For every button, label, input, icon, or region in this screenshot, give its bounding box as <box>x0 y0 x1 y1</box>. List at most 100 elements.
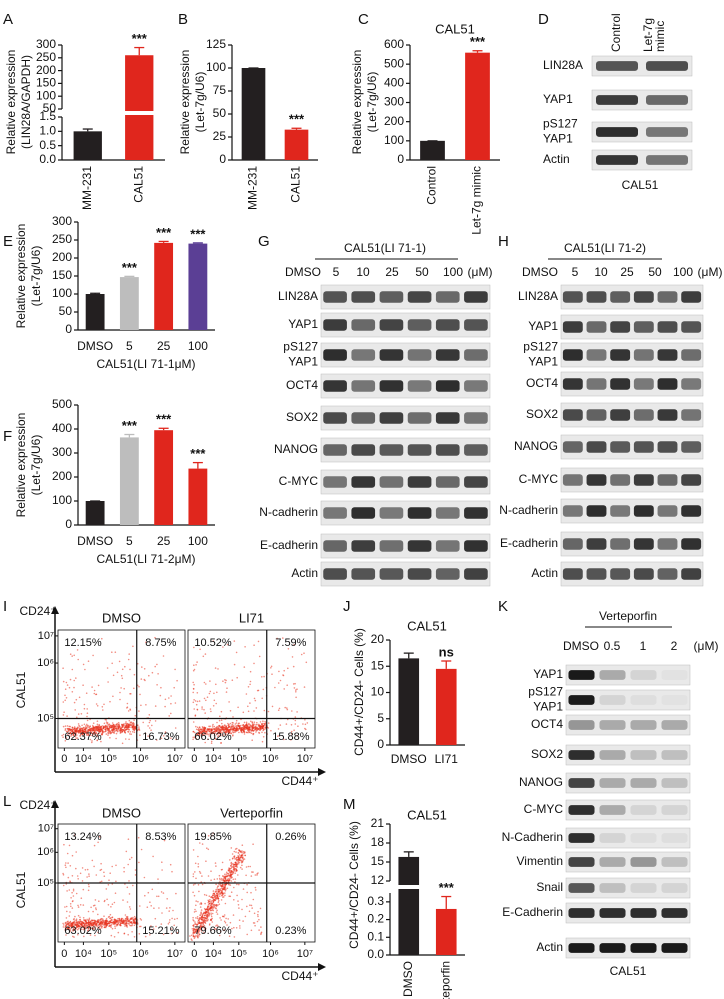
event-dot <box>176 918 178 920</box>
event-dot <box>257 914 259 916</box>
event-dot <box>79 917 81 919</box>
event-dot <box>108 723 110 725</box>
event-dot <box>118 920 120 922</box>
event-dot <box>107 734 109 736</box>
event-dot <box>104 875 106 877</box>
event-dot <box>86 876 88 878</box>
unit-label: (μM) <box>694 639 719 653</box>
event-dot <box>306 662 308 664</box>
event-dot <box>155 918 157 920</box>
event-dot <box>107 681 109 683</box>
event-dot <box>126 726 128 728</box>
row-label: YAP1 <box>543 132 573 146</box>
event-dot <box>218 726 220 728</box>
event-dot <box>64 906 66 908</box>
event-dot <box>215 865 217 867</box>
event-dot <box>86 725 88 727</box>
blot-band <box>661 805 687 815</box>
blot-band <box>630 720 656 730</box>
event-dot <box>253 733 255 735</box>
quadrant-value: 0.26% <box>275 831 306 843</box>
event-dot <box>238 863 240 865</box>
event-dot <box>113 731 115 733</box>
blot-band <box>587 441 607 452</box>
event-dot <box>75 677 77 679</box>
event-dot <box>109 727 111 729</box>
event-dot <box>128 880 130 882</box>
event-dot <box>219 917 221 919</box>
lane-label: 100 <box>443 265 463 279</box>
event-dot <box>119 692 121 694</box>
event-dot <box>79 697 81 699</box>
event-dot <box>233 887 235 889</box>
event-dot <box>222 876 224 878</box>
event-dot <box>209 895 211 897</box>
event-dot <box>279 708 281 710</box>
event-dot <box>193 721 195 723</box>
event-dot <box>205 913 207 915</box>
event-dot <box>115 923 117 925</box>
blot-band <box>563 441 583 452</box>
event-dot <box>100 922 102 924</box>
event-dot <box>77 878 79 880</box>
event-dot <box>250 892 252 894</box>
event-dot <box>225 890 227 892</box>
event-dot <box>244 732 246 734</box>
blot-footer: CAL51 <box>610 964 647 978</box>
event-dot <box>260 908 262 910</box>
blot-band <box>587 568 607 579</box>
event-dot <box>216 727 218 729</box>
event-dot <box>197 701 199 703</box>
event-dot <box>232 871 234 873</box>
event-dot <box>119 918 121 920</box>
event-dot <box>213 705 215 707</box>
event-dot <box>118 722 120 724</box>
event-dot <box>205 700 207 702</box>
event-dot <box>209 899 211 901</box>
event-dot <box>234 872 236 874</box>
event-dot <box>149 901 151 903</box>
event-dot <box>130 721 132 723</box>
event-dot <box>82 867 84 869</box>
event-dot <box>250 721 252 723</box>
event-dot <box>120 923 122 925</box>
event-dot <box>205 653 207 655</box>
event-dot <box>236 927 238 929</box>
event-dot <box>100 919 102 921</box>
blot-band <box>658 409 678 420</box>
event-dot <box>251 875 253 877</box>
event-dot <box>117 924 119 926</box>
event-dot <box>240 850 242 852</box>
event-dot <box>124 728 126 730</box>
chart-title: CAL51 <box>435 21 475 36</box>
event-dot <box>286 707 288 709</box>
event-dot <box>256 722 258 724</box>
y-tick-label: 0.0 <box>39 152 56 166</box>
event-dot <box>127 921 129 923</box>
event-dot <box>223 896 225 898</box>
event-dot <box>218 900 220 902</box>
event-dot <box>140 705 142 707</box>
event-dot <box>239 927 241 929</box>
y-tick-label: 25 <box>213 129 227 143</box>
event-dot <box>206 847 208 849</box>
x-tick-label: Let-7g mimic <box>470 166 484 235</box>
event-dot <box>74 709 76 711</box>
row-label: SOX2 <box>531 747 563 761</box>
blot-band <box>587 409 607 420</box>
event-dot <box>249 727 251 729</box>
y-tick-label: 600 <box>384 37 404 51</box>
blot-band <box>587 321 607 332</box>
event-dot <box>198 920 200 922</box>
event-dot <box>260 926 262 928</box>
event-dot <box>229 871 231 873</box>
event-dot <box>207 696 209 698</box>
event-dot <box>248 686 250 688</box>
event-dot <box>149 722 151 724</box>
event-dot <box>97 705 99 707</box>
bar <box>436 909 457 955</box>
blot-band <box>380 380 404 391</box>
event-dot <box>138 837 140 839</box>
lane-label: DMSO <box>522 265 558 279</box>
event-dot <box>98 685 100 687</box>
